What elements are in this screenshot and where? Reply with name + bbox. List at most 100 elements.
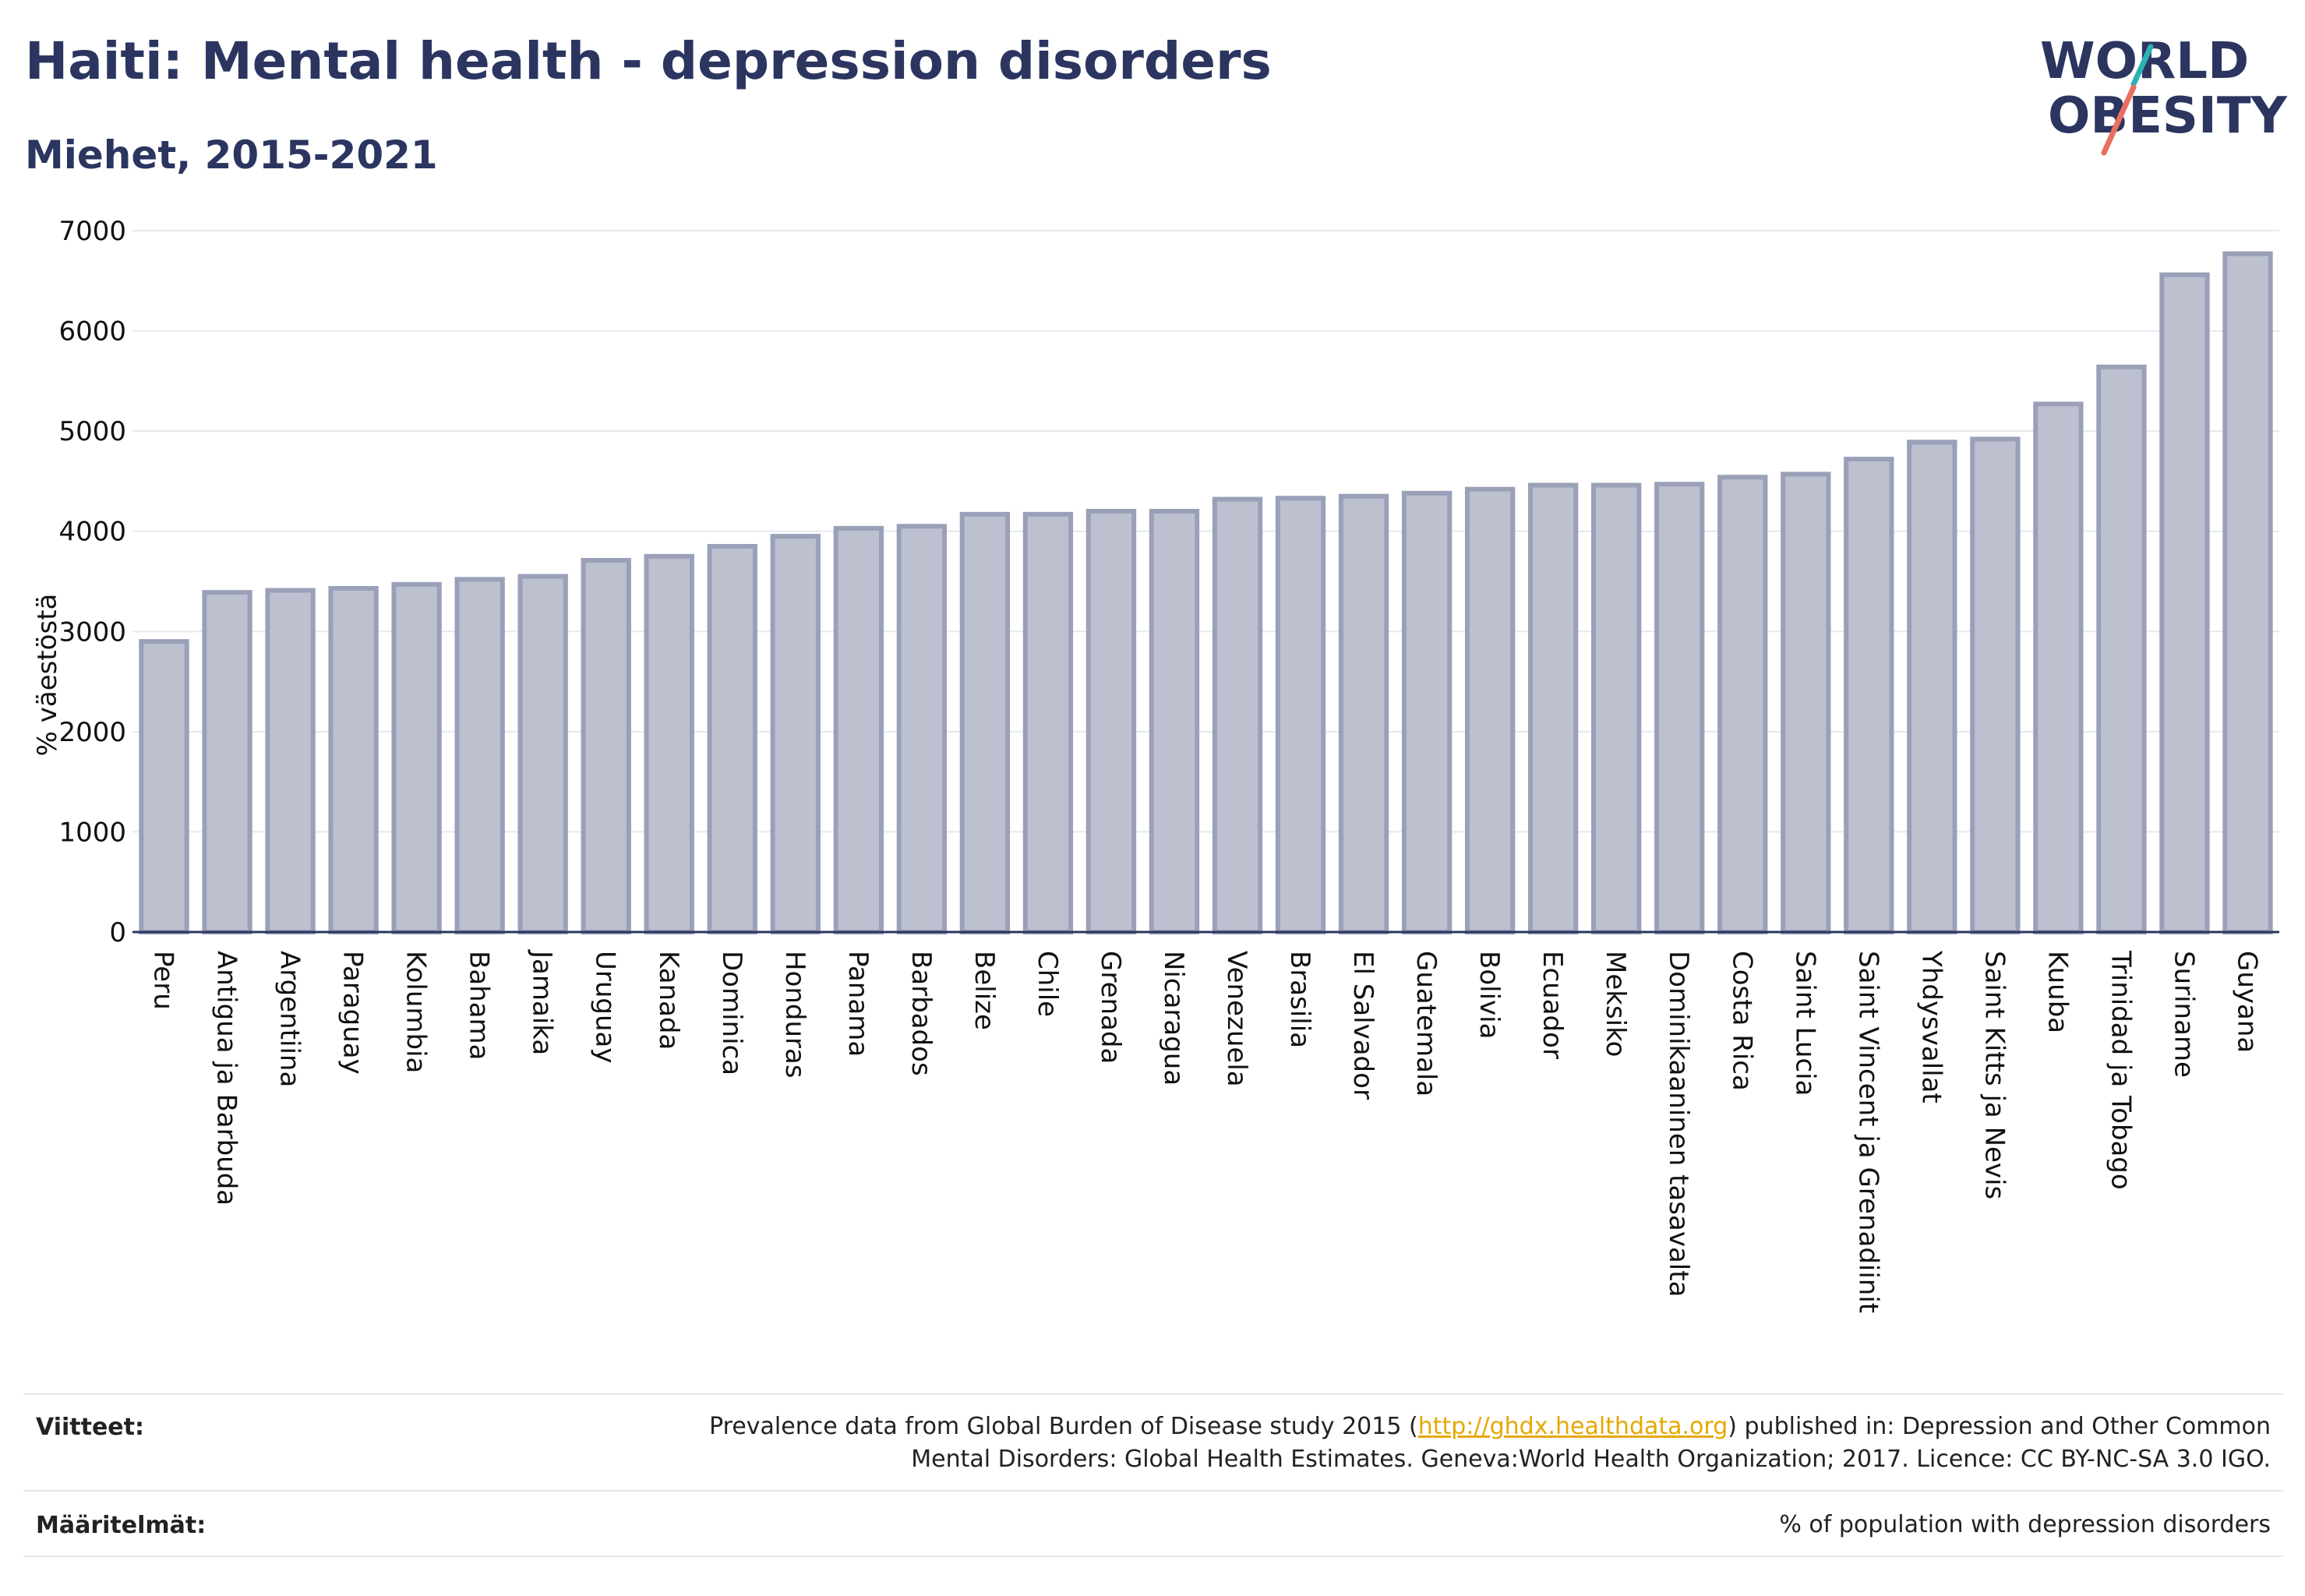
logo-slash-teal (2130, 44, 2154, 87)
bar (517, 574, 568, 934)
bar (833, 525, 884, 934)
bar (1717, 475, 1768, 934)
grid-layer (132, 230, 2279, 933)
bar (644, 553, 694, 934)
bar (770, 534, 821, 935)
references-text: Prevalence data from Global Burden of Di… (709, 1411, 2271, 1476)
bar (1401, 490, 1453, 934)
x-tick-label: Paraguay (337, 951, 369, 1075)
y-tick-label: 2000 (58, 717, 126, 748)
y-axis-label: % väestöstä (32, 594, 63, 757)
bar (1591, 482, 1642, 934)
x-tick-layer: Peru Antigua ja Barbuda Argentiina Paraguay… (148, 949, 2263, 1313)
x-tick-label: Bahama (464, 951, 495, 1061)
x-tick-label: Honduras (779, 951, 810, 1079)
bar (328, 586, 379, 934)
x-tick-label: Jamaika (527, 949, 558, 1055)
bar (707, 544, 757, 934)
x-tick-label: Meksiko (1600, 951, 1631, 1057)
x-tick-label: Uruguay (590, 951, 621, 1064)
x-tick-label: Trinidad ja Tobago (2105, 950, 2136, 1190)
x-tick-label: El Salvador (1347, 951, 1378, 1100)
x-tick-label: Nicaragua (1158, 951, 1189, 1086)
bar (1907, 440, 1957, 934)
x-tick-label: Dominikaaninen tasavalta (1663, 951, 1694, 1297)
x-tick-label: Chile (1032, 951, 1063, 1017)
x-tick-label: Argentiina (274, 951, 305, 1087)
bar (896, 524, 948, 934)
x-tick-label: Brasilia (1284, 951, 1315, 1048)
x-tick-label: Kanada (653, 951, 684, 1050)
definitions-text: % of population with depression disorder… (1779, 1511, 2271, 1538)
world-obesity-logo: WORLD OBESITY (2040, 33, 2287, 156)
x-tick-label: Guyana (2231, 951, 2262, 1053)
bar (454, 577, 505, 935)
bar (1844, 457, 1894, 934)
bar (265, 588, 316, 934)
bar (1022, 511, 1074, 934)
bar (1338, 493, 1389, 934)
bar (2222, 251, 2273, 935)
definitions-label: Määritelmät: (36, 1512, 206, 1539)
footer-divider-bottom (23, 1555, 2283, 1557)
footer-references: Viitteet: Prevalence data from Global Bu… (23, 1411, 2283, 1496)
bar (2096, 364, 2147, 935)
bar (2159, 272, 2210, 935)
x-tick-label: Saint Lucia (1789, 951, 1820, 1096)
references-link[interactable]: http://ghdx.healthdata.org (1417, 1413, 1728, 1440)
y-tick-label: 3000 (58, 616, 126, 648)
y-tick-label: 0 (109, 917, 126, 948)
references-post: ) published in: Depression and Other Com… (1728, 1413, 2271, 1440)
y-tick-label: 6000 (58, 316, 126, 348)
footer-definitions: Määritelmät: % of population with depres… (23, 1509, 2283, 1548)
bar (1085, 509, 1137, 934)
references-pre: Prevalence data from Global Burden of Di… (709, 1413, 1418, 1440)
x-tick-label: Belize (969, 951, 1000, 1030)
bar (202, 590, 252, 935)
bar (1275, 496, 1326, 934)
bar (1781, 471, 1831, 934)
x-tick-label: Barbados (905, 951, 937, 1076)
x-tick-label: Saint Vincent ja Grenadiinit (1852, 951, 1883, 1313)
bar (391, 581, 442, 934)
bar (1212, 496, 1263, 934)
references-label: Viitteet: (36, 1414, 144, 1441)
x-tick-label: Panama (842, 951, 874, 1057)
x-tick-label: Suriname (2168, 951, 2199, 1078)
y-tick-layer: 0 1000 2000 3000 4000 5000 6000 7000 (58, 216, 126, 948)
x-tick-label: Ecuador (1537, 951, 1568, 1059)
bar (1970, 436, 2021, 934)
bar (959, 511, 1011, 934)
bar (1654, 482, 1705, 934)
x-tick-label: Bolivia (1474, 951, 1505, 1039)
x-tick-label: Kolumbia (401, 951, 432, 1073)
bar (1149, 509, 1200, 934)
x-tick-label: Peru (148, 951, 179, 1010)
bar (1527, 482, 1579, 934)
footer-divider-middle (23, 1490, 2283, 1492)
bar (1464, 486, 1516, 934)
logo-line2: OBESITY (2048, 87, 2287, 145)
bar-layer (139, 251, 2273, 935)
chart-subtitle: Miehet, 2015-2021 (25, 132, 438, 178)
bar-chart: 0 1000 2000 3000 4000 5000 6000 7000 Peru Antigu… (32, 216, 2279, 1313)
references-line2: Mental Disorders: Global Health Estimate… (911, 1446, 2271, 1473)
x-tick-label: Antigua ja Barbuda (211, 951, 242, 1206)
logo-slash-coral (2101, 84, 2137, 156)
bar (139, 639, 189, 935)
x-tick-label: Guatemala (1410, 951, 1442, 1096)
y-tick-label: 5000 (58, 416, 126, 447)
x-tick-label: Saint Kitts ja Nevis (1978, 951, 2010, 1199)
chart-title: Haiti: Mental health - depression disord… (25, 31, 1272, 91)
x-tick-label: Dominica (716, 951, 747, 1075)
y-tick-label: 7000 (58, 216, 126, 247)
x-tick-label: Yhdysvallat (1915, 950, 1947, 1103)
x-tick-label: Venezuela (1221, 951, 1252, 1087)
x-tick-label: Kuuba (2042, 951, 2073, 1033)
x-tick-label: Grenada (1095, 951, 1126, 1064)
y-tick-label: 4000 (58, 517, 126, 548)
bar (2033, 401, 2084, 934)
y-tick-label: 1000 (58, 817, 126, 848)
x-tick-label: Costa Rica (1726, 951, 1757, 1091)
bar (581, 558, 631, 934)
